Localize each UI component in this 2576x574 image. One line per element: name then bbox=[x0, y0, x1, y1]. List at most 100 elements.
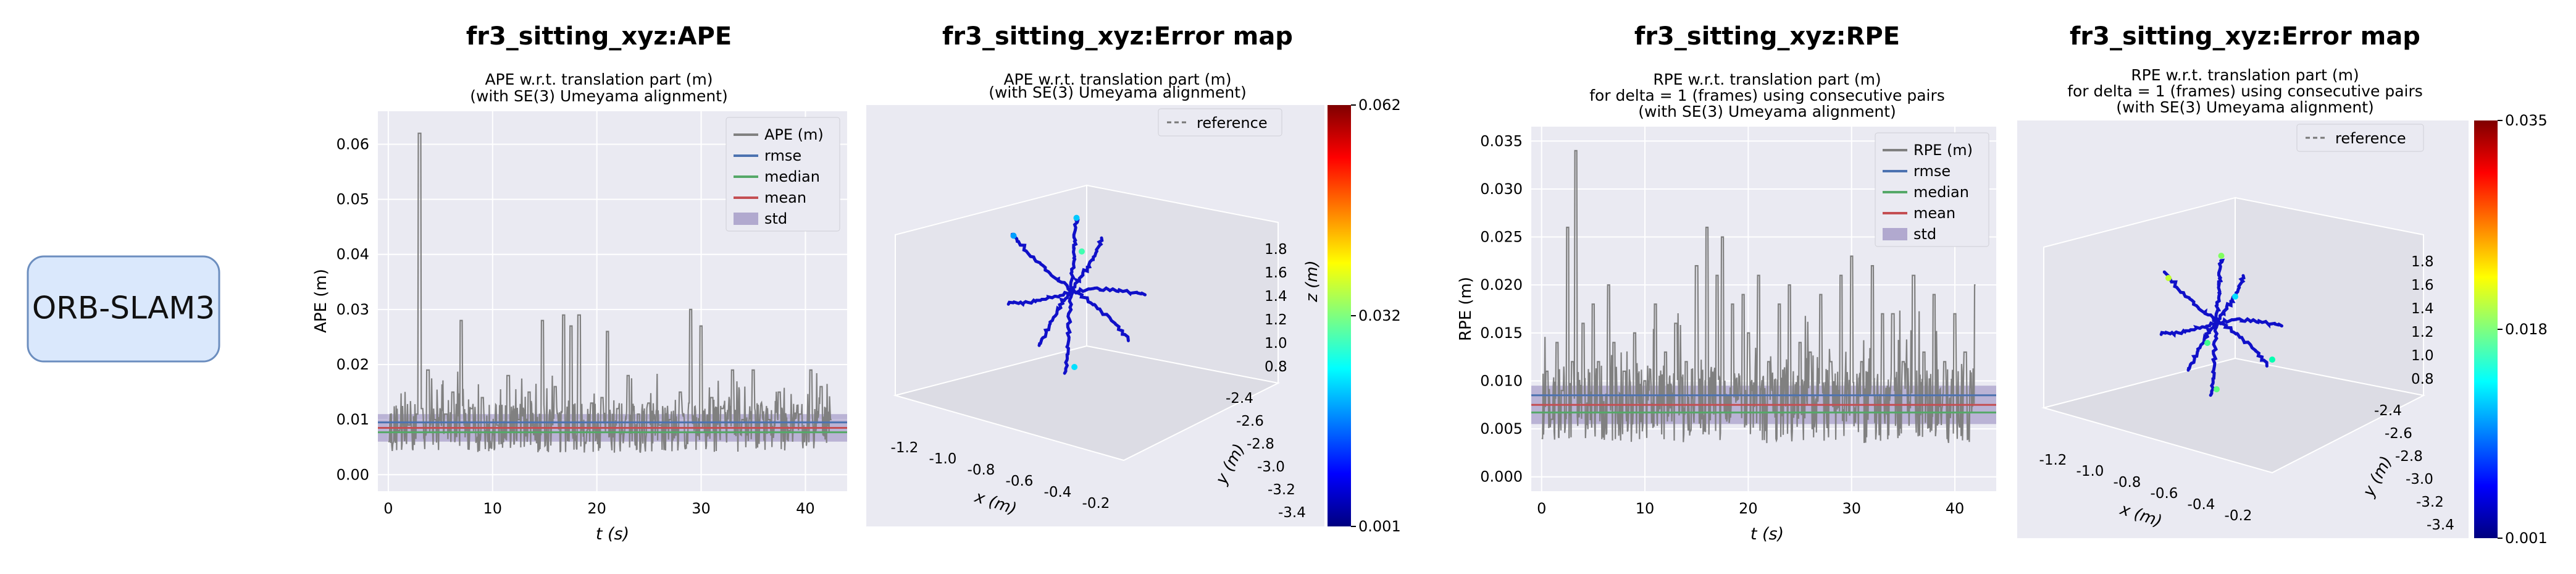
y-tick-label: 0.000 bbox=[1480, 468, 1523, 486]
legend-label: mean bbox=[1913, 205, 1955, 222]
x-tick-label: 40 bbox=[1946, 500, 1965, 517]
z-tick-label: 1.8 bbox=[2411, 254, 2434, 270]
y-tick-label: -2.4 bbox=[1226, 390, 1253, 407]
legend-box bbox=[726, 117, 840, 232]
error-point bbox=[2218, 253, 2225, 259]
z-tick-label: 1.8 bbox=[1265, 242, 1287, 258]
x-axis-label: t (s) bbox=[596, 525, 629, 544]
rpe-error-map-chart: fr3_sitting_xyz:Error map RPE w.r.t. tra… bbox=[2017, 22, 2548, 547]
chart-title: fr3_sitting_xyz:Error map bbox=[942, 22, 1293, 51]
y-tick-label: -3.4 bbox=[2427, 517, 2454, 533]
legend-label: median bbox=[764, 168, 820, 185]
z-tick-label: 1.6 bbox=[1265, 265, 1287, 281]
x-tick-label: 40 bbox=[796, 500, 815, 517]
y-tick-label: -2.6 bbox=[1236, 413, 1264, 429]
floor-pane bbox=[2041, 357, 2426, 474]
legend-label: RPE (m) bbox=[1913, 141, 1973, 159]
stat-lines bbox=[378, 421, 847, 434]
chart-subtitle-line-2: for delta = 1 (frames) using consecutive… bbox=[1589, 87, 1945, 104]
y-axis-label: RPE (m) bbox=[1457, 277, 1475, 341]
y-tick-label: -3.0 bbox=[2406, 471, 2433, 487]
chart-subtitle-line-1: APE w.r.t. translation part (m) bbox=[1003, 70, 1231, 88]
x-tick-label: 0 bbox=[1537, 500, 1546, 517]
x-tick-label: -1.0 bbox=[2076, 463, 2104, 479]
x-tick-label: -0.8 bbox=[2114, 475, 2141, 491]
ape-time-series-chart: fr3_sitting_xyz:APE APE w.r.t. translati… bbox=[312, 22, 847, 544]
trajectory bbox=[2159, 253, 2283, 397]
y-tick-label: 0.005 bbox=[1480, 420, 1523, 437]
y-tick-label: -2.6 bbox=[2385, 426, 2412, 442]
legend-box bbox=[2296, 124, 2424, 152]
y-tick-label: 0.035 bbox=[1480, 132, 1523, 150]
y-tick-label: -3.0 bbox=[1257, 459, 1285, 475]
x-tick-label: 20 bbox=[1739, 500, 1758, 517]
series-line bbox=[388, 132, 832, 453]
trajectory-arm bbox=[1037, 236, 1104, 347]
y-tick-label: 0.00 bbox=[337, 466, 369, 483]
stat-lines bbox=[1531, 394, 1996, 414]
chart-subtitle-line-2: (with SE(3) Umeyama alignment) bbox=[470, 87, 728, 105]
error-point bbox=[2204, 340, 2210, 346]
y-tick-label: 0.020 bbox=[1480, 276, 1523, 293]
colorbar-mid-label: 0.032 bbox=[1358, 307, 1401, 324]
y-tick-label: 0.02 bbox=[337, 356, 369, 373]
trajectory bbox=[1006, 214, 1147, 375]
x-tick-label: -0.6 bbox=[2151, 486, 2178, 502]
y-tick-label: 0.01 bbox=[337, 411, 369, 428]
legend: reference bbox=[1158, 108, 1282, 137]
trajectory-arm bbox=[2159, 317, 2283, 338]
x-tick-labels: 0 10 20 30 40 bbox=[383, 500, 814, 517]
series-line bbox=[1541, 150, 1976, 444]
x-tick-label: -0.2 bbox=[2225, 508, 2252, 524]
z-tick-label: 1.0 bbox=[1265, 336, 1287, 352]
z-tick-label: 0.8 bbox=[2411, 371, 2434, 387]
y-tick-label: 0.015 bbox=[1480, 324, 1523, 342]
z-tick-labels: 0.8 1.0 1.2 1.4 1.6 1.8 bbox=[2411, 254, 2434, 387]
legend-label-reference: reference bbox=[2335, 130, 2406, 147]
ape-error-map-chart: fr3_sitting_xyz:Error map APE w.r.t. tra… bbox=[866, 22, 1401, 535]
legend-box bbox=[1158, 108, 1282, 137]
colorbar: 0.062 0.032 0.001 bbox=[1328, 96, 1401, 535]
y-tick-label: -3.4 bbox=[1278, 505, 1306, 521]
legend-swatch bbox=[734, 213, 758, 225]
error-point bbox=[2232, 293, 2238, 300]
method-box-background bbox=[27, 255, 220, 363]
error-point bbox=[1010, 232, 1017, 239]
error-point bbox=[1071, 364, 1078, 370]
x-tick-label: -0.8 bbox=[968, 462, 995, 478]
z-tick-label: 1.4 bbox=[2411, 301, 2434, 317]
colorbar-max-label: 0.062 bbox=[1358, 96, 1401, 114]
series-rpe bbox=[1541, 150, 1976, 444]
method-box: ORB-SLAM3 bbox=[27, 255, 220, 363]
trajectory-arm bbox=[1006, 286, 1147, 307]
y-tick-label: -2.4 bbox=[2374, 403, 2402, 419]
chart-subtitle-line-2: for delta = 1 (frames) using consecutive… bbox=[2067, 82, 2423, 100]
chart-subtitle-line-2: (with SE(3) Umeyama alignment) bbox=[989, 83, 1247, 101]
3d-axes-panes bbox=[2041, 196, 2426, 474]
legend-box bbox=[1875, 132, 1989, 247]
legend-swatch bbox=[1883, 228, 1907, 240]
chart-title: fr3_sitting_xyz:APE bbox=[466, 22, 732, 51]
x-tick-labels: 0 10 20 30 40 bbox=[1537, 500, 1964, 517]
x-tick-label: 10 bbox=[1636, 500, 1655, 517]
x-tick-label: 30 bbox=[1842, 500, 1861, 517]
x-tick-label: 10 bbox=[483, 500, 503, 517]
y-tick-label: -3.2 bbox=[1268, 482, 1295, 498]
colorbar: 0.035 0.018 0.001 bbox=[2474, 112, 2548, 547]
z-tick-labels: 0.8 1.0 1.2 1.4 1.6 1.8 bbox=[1265, 242, 1287, 375]
z-tick-label: 1.0 bbox=[2411, 348, 2434, 364]
chart-title: fr3_sitting_xyz:RPE bbox=[1634, 22, 1900, 51]
y-tick-label: -3.2 bbox=[2416, 494, 2444, 510]
y-tick-label: -2.8 bbox=[1247, 436, 1274, 452]
y-tick-label: 0.010 bbox=[1480, 372, 1523, 389]
colorbar-max-label: 0.035 bbox=[2505, 112, 2548, 129]
error-point bbox=[2214, 386, 2220, 392]
y-tick-labels: -2.4 -2.6 -2.8 -3.0 -3.2 -3.4 bbox=[2374, 403, 2454, 533]
legend: APE (m) rmse median mean std bbox=[726, 117, 840, 232]
legend-label: mean bbox=[764, 189, 806, 206]
y-tick-label: 0.03 bbox=[337, 301, 369, 318]
x-tick-label: 20 bbox=[587, 500, 606, 517]
z-tick-label: 1.2 bbox=[2411, 324, 2434, 340]
x-axis-label: t (s) bbox=[1750, 525, 1784, 544]
floor-pane bbox=[893, 345, 1281, 462]
